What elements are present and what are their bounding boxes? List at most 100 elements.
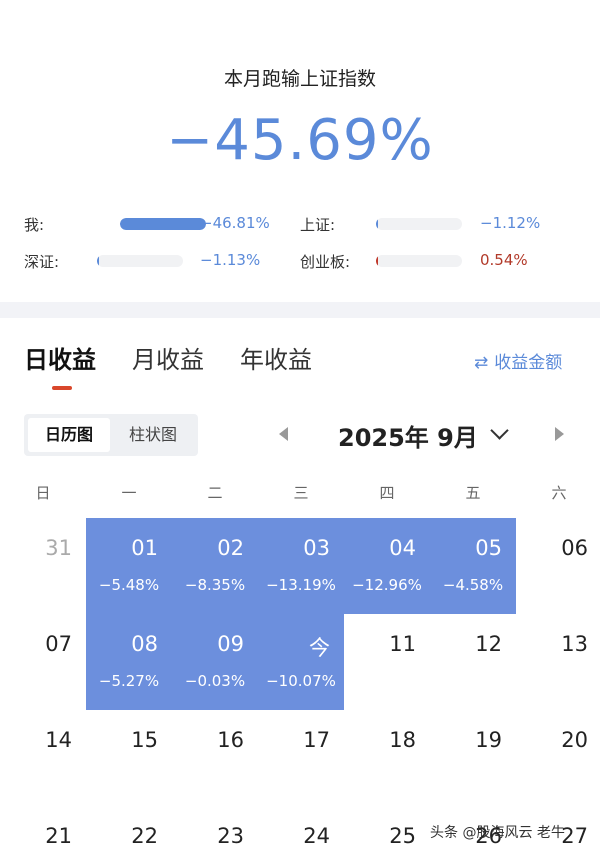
day-number: 17 (303, 728, 330, 752)
compare-bar-fill (120, 218, 206, 230)
day-number: 22 (131, 824, 158, 848)
calendar-day-cell[interactable]: 12 (430, 614, 516, 710)
calendar-day-cell[interactable]: 03 −13.19% (258, 518, 344, 614)
tab-monthly[interactable]: 月收益 (132, 346, 204, 374)
calendar-day-cell[interactable]: 14 (0, 710, 86, 806)
compare-value: −46.81% (200, 214, 270, 232)
compare-label: 创业板: (300, 253, 351, 271)
day-return: −8.35% (184, 576, 246, 594)
calendar-day-cell[interactable]: 23 (172, 806, 258, 855)
calendar-day-cell[interactable]: 20 (516, 710, 600, 806)
calendar-day-cell[interactable]: 07 (0, 614, 86, 710)
day-number: 27 (561, 824, 588, 848)
summary-title: 本月跑输上证指数 (223, 68, 376, 90)
next-month-icon[interactable] (552, 424, 568, 444)
day-number: 06 (561, 536, 588, 560)
day-number: 今 (309, 636, 330, 660)
weekday-label: 三 (293, 484, 309, 502)
summary-panel: 本月跑输上证指数 −45.69% 我: −46.81% 上证: −1.12% 深… (0, 0, 600, 302)
compare-row-me: 我: −46.81% (24, 212, 274, 236)
day-number: 16 (217, 728, 244, 752)
day-number: 23 (217, 824, 244, 848)
compare-bar-fill (376, 218, 378, 230)
day-number: 18 (389, 728, 416, 752)
bar-chart-view-button[interactable]: 柱状图 (128, 425, 177, 444)
calendar-day-cell[interactable]: 15 (86, 710, 172, 806)
weekday-label: 日 (35, 484, 51, 502)
weekday-label: 二 (207, 484, 223, 502)
day-number: 31 (45, 536, 72, 560)
calendar-day-cell[interactable]: 17 (258, 710, 344, 806)
calendar-day-cell[interactable]: 13 (516, 614, 600, 710)
weekday-label: 四 (379, 484, 395, 502)
tab-daily[interactable]: 日收益 (24, 346, 96, 374)
watermark: 头条 @股海风云 老牛 (430, 825, 565, 841)
tab-yearly[interactable]: 年收益 (240, 346, 312, 374)
calendar-day-cell[interactable]: 01 −5.48% (86, 518, 172, 614)
day-number: 19 (475, 728, 502, 752)
weekday-label: 一 (121, 484, 137, 502)
calendar-day-cell[interactable]: 25 (344, 806, 430, 855)
calendar-day-cell[interactable]: 21 (0, 806, 86, 855)
period-tabs: 日收益 月收益 年收益 (0, 340, 600, 390)
day-number: 04 (389, 536, 416, 560)
day-number: 24 (303, 824, 330, 848)
calendar-day-cell[interactable]: 09 −0.03% (172, 614, 258, 710)
calendar-day-cell[interactable]: 31 (0, 518, 86, 614)
day-number: 13 (561, 632, 588, 656)
day-number: 15 (131, 728, 158, 752)
calendar-day-cell[interactable]: 今 −10.07% (258, 614, 344, 710)
calendar-day-cell[interactable]: 05 −4.58% (430, 518, 516, 614)
calendar-day-cell[interactable]: 19 (430, 710, 516, 806)
compare-value: −1.13% (200, 251, 261, 269)
section-divider (0, 302, 600, 318)
compare-bar-track (376, 255, 462, 267)
compare-bar-track (97, 255, 183, 267)
calendar-day-cell[interactable]: 18 (344, 710, 430, 806)
calendar-day-cell[interactable]: 26 (430, 806, 516, 855)
day-number: 25 (389, 824, 416, 848)
compare-label: 深证: (24, 253, 60, 271)
calendar-day-cell[interactable]: 27 (516, 806, 600, 855)
calendar-day-cell[interactable]: 08 −5.27% (86, 614, 172, 710)
calendar-day-cell[interactable]: 22 (86, 806, 172, 855)
day-number: 12 (475, 632, 502, 656)
day-number: 20 (561, 728, 588, 752)
switch-amount-label: 收益金额 (494, 353, 563, 373)
prev-month-icon[interactable] (276, 424, 292, 444)
calendar-day-cell[interactable]: 16 (172, 710, 258, 806)
month-selector[interactable]: 2025年 9月 (338, 424, 478, 452)
weekday-label: 五 (465, 484, 481, 502)
calendar-view-button[interactable]: 日历图 (28, 418, 110, 452)
swap-icon: ⇄ (474, 353, 489, 373)
compare-row-sh: 上证: −1.12% (300, 212, 590, 236)
compare-value: −1.12% (480, 214, 541, 232)
calendar-day-cell[interactable]: 06 (516, 518, 600, 614)
day-number: 05 (475, 536, 502, 560)
compare-label: 我: (24, 216, 45, 234)
calendar-day-cell[interactable]: 04 −12.96% (344, 518, 430, 614)
calendar-day-cell[interactable]: 02 −8.35% (172, 518, 258, 614)
compare-bar-fill (97, 255, 99, 267)
compare-bar-track (120, 218, 206, 230)
day-number: 26 (475, 824, 502, 848)
weekday-label: 六 (551, 484, 567, 502)
calendar-day-cell[interactable]: 11 (344, 614, 430, 710)
view-toggle: 日历图 柱状图 (24, 414, 198, 456)
active-tab-indicator (52, 386, 72, 390)
day-number: 21 (45, 824, 72, 848)
day-number: 03 (303, 536, 330, 560)
switch-amount-button[interactable]: ⇄ 收益金额 (474, 348, 562, 373)
day-number: 11 (389, 632, 416, 656)
compare-bar-fill (376, 255, 378, 267)
chevron-down-icon[interactable] (490, 424, 510, 444)
compare-row-cyb: 创业板: 0.54% (300, 249, 590, 273)
day-number: 07 (45, 632, 72, 656)
day-return: −5.27% (98, 672, 160, 690)
calendar-day-cell[interactable]: 24 (258, 806, 344, 855)
day-number: 02 (217, 536, 244, 560)
day-return: −0.03% (184, 672, 246, 690)
compare-bar-track (376, 218, 462, 230)
day-number: 14 (45, 728, 72, 752)
day-return: −5.48% (98, 576, 160, 594)
